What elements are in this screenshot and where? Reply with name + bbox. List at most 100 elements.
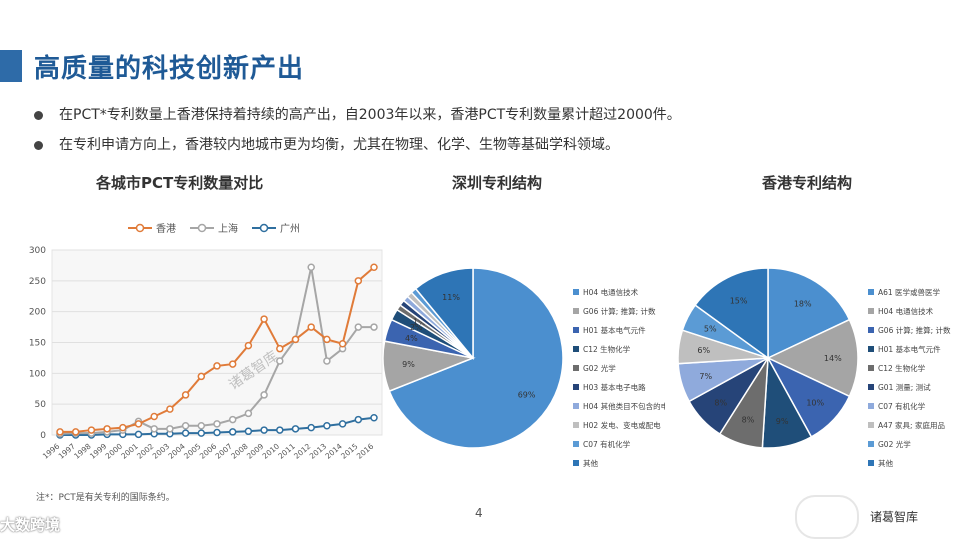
data-point	[291, 335, 300, 344]
legend-label: A47 家具; 家庭用品	[878, 420, 945, 430]
slice-label: 6%	[697, 346, 710, 355]
data-point	[150, 425, 158, 433]
data-point	[71, 428, 80, 436]
legend-swatch	[573, 403, 579, 409]
slice-label: 15%	[730, 296, 748, 305]
legend-label: 香港	[156, 223, 176, 235]
data-point	[213, 362, 221, 370]
y-tick-label: 250	[29, 277, 46, 287]
legend-label: 上海	[218, 222, 238, 235]
data-point	[323, 422, 331, 430]
data-point	[134, 420, 143, 428]
page-title: 高质量的科技创新产出	[34, 54, 305, 84]
legend-marker	[197, 223, 207, 233]
y-tick-label: 50	[35, 400, 47, 410]
legend-marker	[135, 223, 145, 233]
legend-swatch	[573, 289, 579, 295]
legend-swatch	[573, 365, 579, 371]
slice-label: 8%	[714, 398, 727, 407]
slice-label: 1%	[413, 318, 426, 327]
legend-label: H04 电通信技术	[583, 287, 639, 297]
legend-label: C12 生物化学	[583, 344, 631, 354]
data-point	[370, 323, 378, 331]
legend-label: H02 发电、变电或配电	[583, 420, 661, 430]
line-chart: 0501001502002503001996199719981999200020…	[29, 222, 383, 461]
legend-swatch	[573, 384, 579, 390]
data-point	[197, 429, 206, 437]
bullet-dot-icon	[34, 110, 43, 120]
legend-swatch	[868, 308, 874, 314]
legend-label: A61 医学或兽医学	[878, 287, 941, 297]
legend-label: G02 光学	[583, 363, 616, 373]
data-point	[103, 425, 111, 433]
data-point	[276, 357, 284, 365]
data-point	[150, 412, 158, 421]
legend-swatch	[573, 346, 579, 352]
data-point	[260, 315, 268, 323]
legend-swatch	[868, 422, 874, 428]
data-point	[213, 420, 221, 428]
legend-label: C07 有机化学	[878, 401, 926, 411]
line-chart-title: 各城市PCT专利数量对比	[96, 174, 264, 192]
shenzhen-pie-title: 深圳专利结构	[452, 174, 543, 192]
title-accent-bar	[0, 50, 22, 82]
data-point	[166, 405, 174, 413]
legend-label: H03 基本电子电路	[583, 382, 646, 392]
pie-slice	[414, 267, 474, 361]
slice-label: 4%	[405, 334, 418, 343]
legend-swatch	[868, 403, 874, 409]
data-point	[56, 428, 64, 436]
slice-label: 5%	[704, 325, 717, 334]
slice-label: 69%	[518, 390, 536, 399]
legend-label: 其他	[878, 458, 893, 468]
legend-label: C07 有机化学	[583, 439, 631, 449]
data-point	[197, 372, 206, 381]
data-point	[276, 426, 284, 434]
page-number: 4	[475, 506, 483, 520]
data-point	[260, 391, 268, 399]
legend-swatch	[573, 460, 579, 466]
legend-label: C12 生物化学	[878, 363, 926, 373]
y-tick-label: 150	[29, 339, 46, 349]
bullet-item: 在PCT*专利数量上香港保持着持续的高产出，自2003年以来，香港PCT专利数量…	[34, 100, 681, 130]
data-point	[323, 357, 331, 365]
data-point	[134, 430, 143, 439]
y-tick-label: 300	[29, 246, 46, 256]
data-point	[244, 427, 253, 436]
hongkong-pie-chart: 18% 14% 10% 9% 8% 8% 7% 6% 5% 15% A61 医学或兽医学 H04 电通…	[677, 267, 951, 468]
data-point	[244, 341, 253, 350]
data-point	[181, 422, 190, 430]
data-point	[228, 428, 237, 436]
hongkong-pie-title: 香港专利结构	[762, 174, 853, 192]
legend-swatch	[868, 441, 874, 447]
data-point	[181, 391, 190, 399]
legend-swatch	[868, 384, 874, 390]
data-point	[87, 426, 96, 434]
legend-label: H04 电通信技术	[878, 306, 934, 316]
data-point	[291, 425, 300, 433]
legend-marker	[259, 223, 269, 233]
data-point	[213, 428, 221, 437]
slice-label: 8%	[742, 416, 755, 425]
data-point	[354, 277, 363, 285]
legend-label: G02 光学	[878, 439, 911, 449]
data-point	[307, 323, 315, 331]
bullet-item: 在专利申请方向上，香港较内地城市更为均衡，尤其在物理、化学、生物等基础学科领域。	[34, 130, 681, 160]
data-point	[228, 415, 237, 424]
legend-swatch	[868, 289, 874, 295]
legend-label: G01 测量; 测试	[878, 382, 931, 392]
data-point	[338, 420, 347, 428]
legend-label: H04 其他类目不包含的电技术	[583, 401, 665, 411]
legend-swatch	[868, 365, 874, 371]
pie-slice	[388, 267, 564, 449]
slice-label: 9%	[402, 360, 415, 369]
legend-swatch	[573, 422, 579, 428]
bullet-text: 在专利申请方向上，香港较内地城市更为均衡，尤其在物理、化学、生物等基础学科领域。	[59, 137, 619, 153]
legend-swatch	[573, 441, 579, 447]
y-tick-label: 100	[29, 369, 46, 379]
pie-slice	[766, 318, 859, 398]
legend-label: G06 计算; 推算; 计数	[878, 325, 951, 335]
slice-label: 7%	[699, 372, 712, 381]
data-point	[260, 426, 268, 434]
legend-label: 其他	[583, 458, 598, 468]
